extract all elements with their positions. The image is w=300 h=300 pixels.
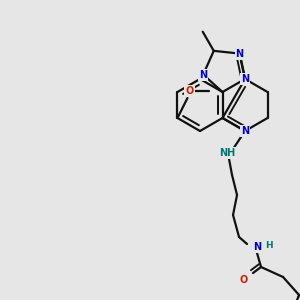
Text: N: N	[241, 126, 249, 136]
Text: H: H	[265, 241, 273, 250]
Text: O: O	[185, 86, 194, 96]
Text: O: O	[240, 275, 248, 285]
Text: N: N	[253, 242, 261, 252]
Text: N: N	[199, 70, 207, 80]
Text: NH: NH	[219, 148, 235, 158]
Text: N: N	[236, 49, 244, 58]
Text: N: N	[241, 74, 249, 84]
